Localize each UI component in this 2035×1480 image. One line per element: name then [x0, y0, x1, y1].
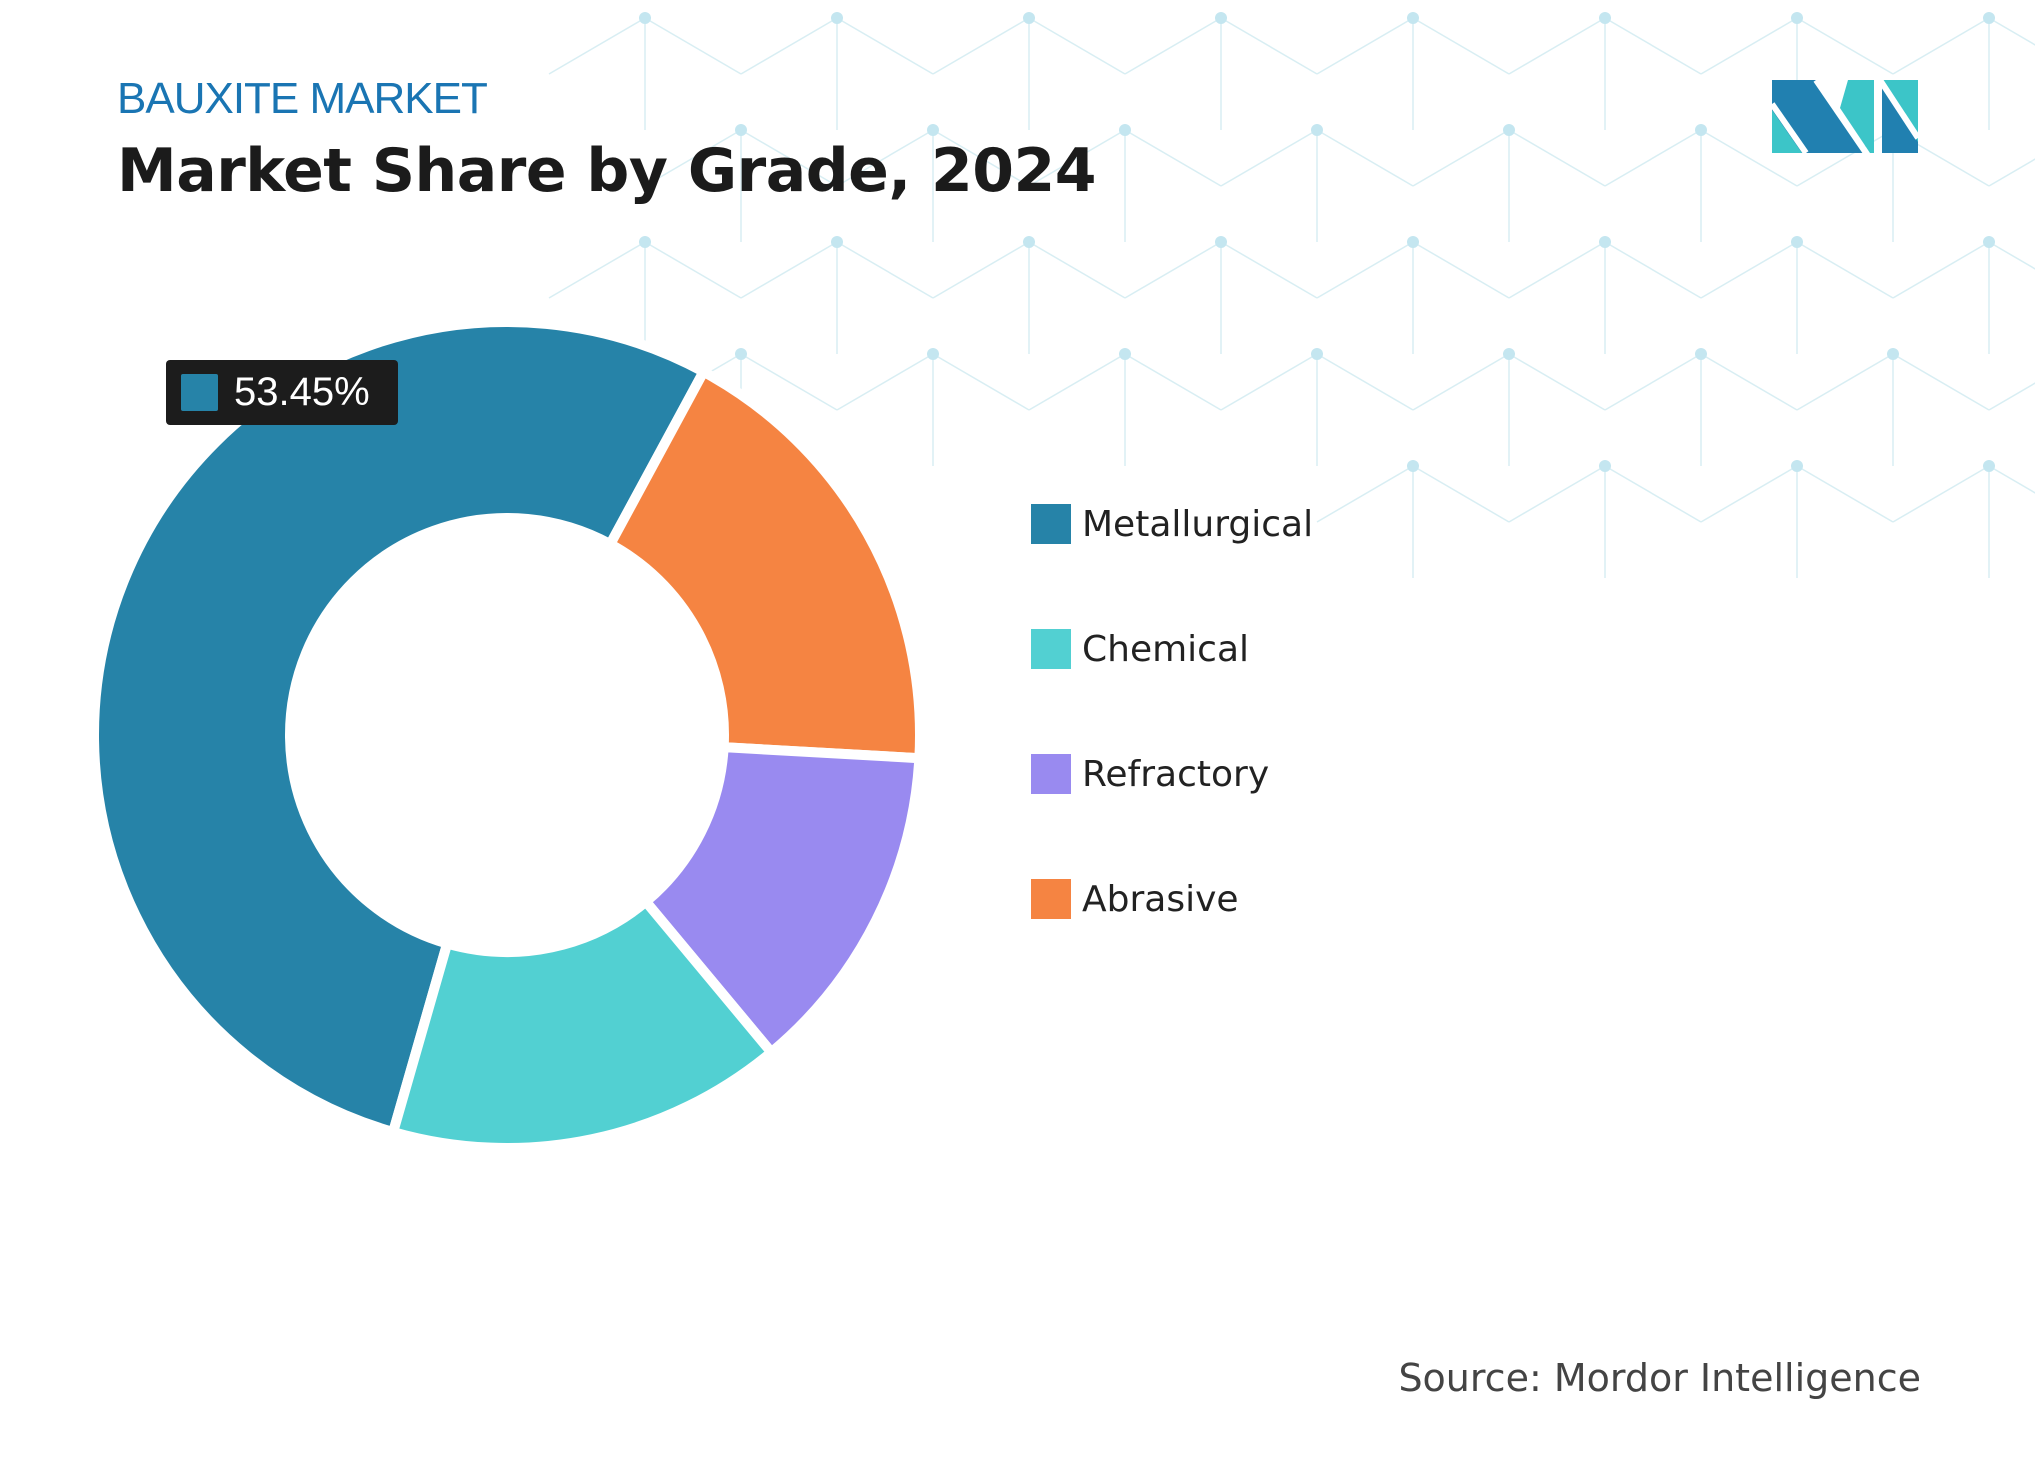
data-label-text: 53.45%: [234, 370, 370, 414]
chart-title: Market Share by Grade, 2024: [117, 136, 1097, 206]
legend: Metallurgical Chemical Refractory Abrasi…: [1031, 504, 1313, 1004]
legend-item-metallurgical: Metallurgical: [1031, 503, 1314, 545]
legend-label: Metallurgical: [1082, 503, 1314, 545]
chart-subtitle: BAUXITE MARKET: [117, 74, 488, 123]
mordor-intelligence-logo: [1772, 80, 1918, 153]
legend-item-abrasive: Abrasive: [1031, 878, 1313, 920]
legend-item-chemical: Chemical: [1031, 628, 1313, 670]
legend-label: Chemical: [1082, 628, 1250, 670]
slice-chemical: [386, 894, 779, 1153]
legend-label: Refractory: [1082, 753, 1270, 795]
legend-label: Abrasive: [1082, 878, 1239, 920]
slice-abrasive: [603, 364, 925, 764]
data-label-metallurgical: 53.45%: [166, 360, 398, 425]
slice-metallurgical: [89, 317, 711, 1139]
source-note: Source: Mordor Intelligence: [1398, 1356, 1921, 1400]
data-label-swatch: [181, 374, 218, 411]
legend-swatch: [1031, 629, 1071, 669]
legend-swatch: [1031, 754, 1071, 794]
legend-swatch: [1031, 879, 1071, 919]
legend-item-refractory: Refractory: [1031, 753, 1313, 795]
legend-swatch: [1031, 504, 1071, 544]
